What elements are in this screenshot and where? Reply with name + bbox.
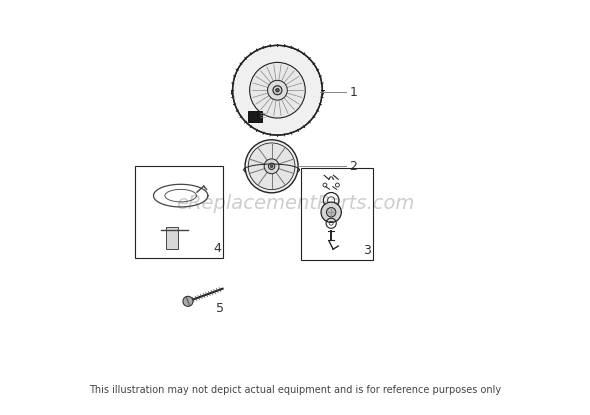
Text: 3: 3: [363, 244, 371, 257]
Text: This illustration may not depict actual equipment and is for reference purposes : This illustration may not depict actual …: [89, 385, 501, 395]
Circle shape: [250, 62, 305, 118]
FancyBboxPatch shape: [248, 110, 261, 122]
Circle shape: [273, 86, 282, 95]
Text: 1: 1: [350, 85, 358, 99]
Bar: [135, 166, 223, 258]
Circle shape: [321, 202, 341, 222]
Bar: [301, 168, 373, 260]
Circle shape: [264, 159, 279, 174]
Text: 2: 2: [350, 160, 358, 173]
FancyBboxPatch shape: [166, 227, 178, 249]
Circle shape: [268, 163, 275, 169]
Text: 4: 4: [213, 242, 221, 255]
Circle shape: [326, 208, 336, 217]
Circle shape: [232, 45, 322, 135]
Circle shape: [276, 88, 279, 92]
Text: eReplacementParts.com: eReplacementParts.com: [176, 194, 414, 213]
Text: 5: 5: [216, 302, 224, 315]
Circle shape: [245, 140, 298, 193]
Circle shape: [248, 143, 295, 190]
Ellipse shape: [244, 164, 300, 176]
Circle shape: [270, 165, 273, 168]
Circle shape: [183, 296, 193, 306]
Ellipse shape: [231, 81, 323, 105]
Circle shape: [268, 81, 287, 100]
